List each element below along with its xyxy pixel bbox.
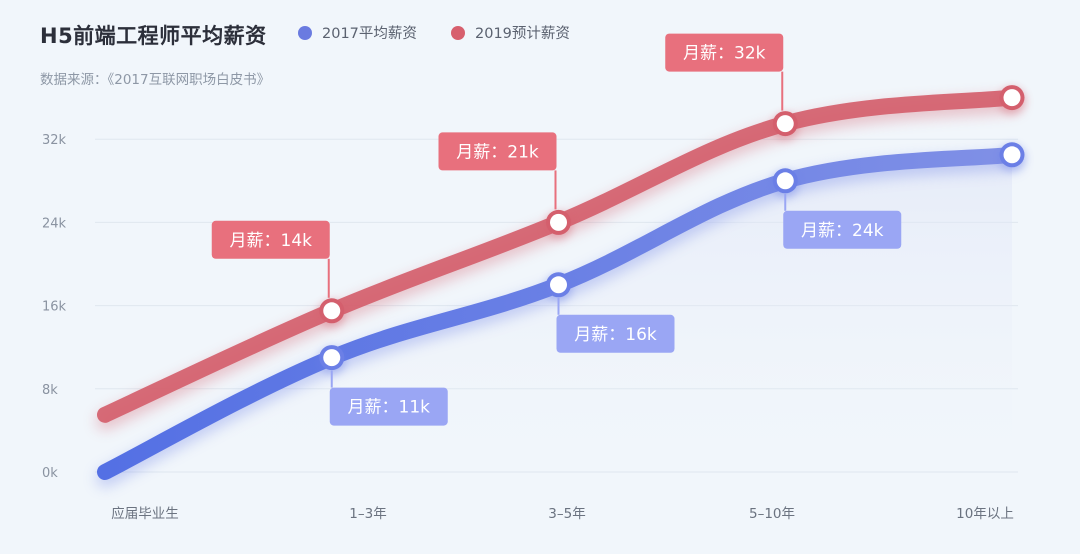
data-point-center xyxy=(323,349,341,367)
data-label: 月薪：21k xyxy=(456,142,539,162)
chart-title: H5前端工程师平均薪资 xyxy=(40,24,267,48)
data-label: 月薪：11k xyxy=(348,398,431,418)
data-label: 月薪：24k xyxy=(801,221,884,241)
data-label: 月薪：32k xyxy=(683,44,766,64)
data-label-box xyxy=(783,210,902,249)
x-tick-label: 1–3年 xyxy=(349,506,386,522)
data-point-center xyxy=(323,302,341,320)
y-tick-label: 32k xyxy=(42,133,67,148)
data-point-center xyxy=(550,213,567,231)
data-label-box xyxy=(556,314,675,353)
data-label-box xyxy=(329,387,448,426)
legend-dot-icon xyxy=(298,25,312,40)
data-point-center xyxy=(1003,89,1021,107)
data-label-box xyxy=(438,132,557,171)
data-label: 月薪：16k xyxy=(574,325,657,345)
legend-label: 2019预计薪资 xyxy=(475,26,570,42)
y-tick-label: 8k xyxy=(42,383,58,398)
data-point-center xyxy=(776,115,794,133)
x-tick-label: 应届毕业生 xyxy=(111,505,179,522)
x-tick-label: 10年以上 xyxy=(956,506,1014,522)
legend-item-2017[interactable]: 2017平均薪资 xyxy=(298,22,417,43)
y-tick-label: 16k xyxy=(42,300,67,315)
data-label-box xyxy=(665,33,784,72)
y-tick-label: 24k xyxy=(42,216,67,231)
data-point-center xyxy=(1003,146,1021,164)
data-point-center xyxy=(776,172,794,190)
data-label-box xyxy=(211,220,330,259)
y-tick-label: 0k xyxy=(42,466,58,481)
x-tick-label: 5–10年 xyxy=(749,506,795,522)
legend-dot-icon xyxy=(451,25,465,40)
x-tick-label: 3–5年 xyxy=(548,506,585,522)
data-label: 月薪：14k xyxy=(230,231,313,251)
legend-item-2019[interactable]: 2019预计薪资 xyxy=(451,22,570,43)
chart-source: 数据来源：《2017互联网职场白皮书》 xyxy=(40,72,271,88)
legend-label: 2017平均薪资 xyxy=(322,26,417,42)
data-point-center xyxy=(550,276,567,294)
